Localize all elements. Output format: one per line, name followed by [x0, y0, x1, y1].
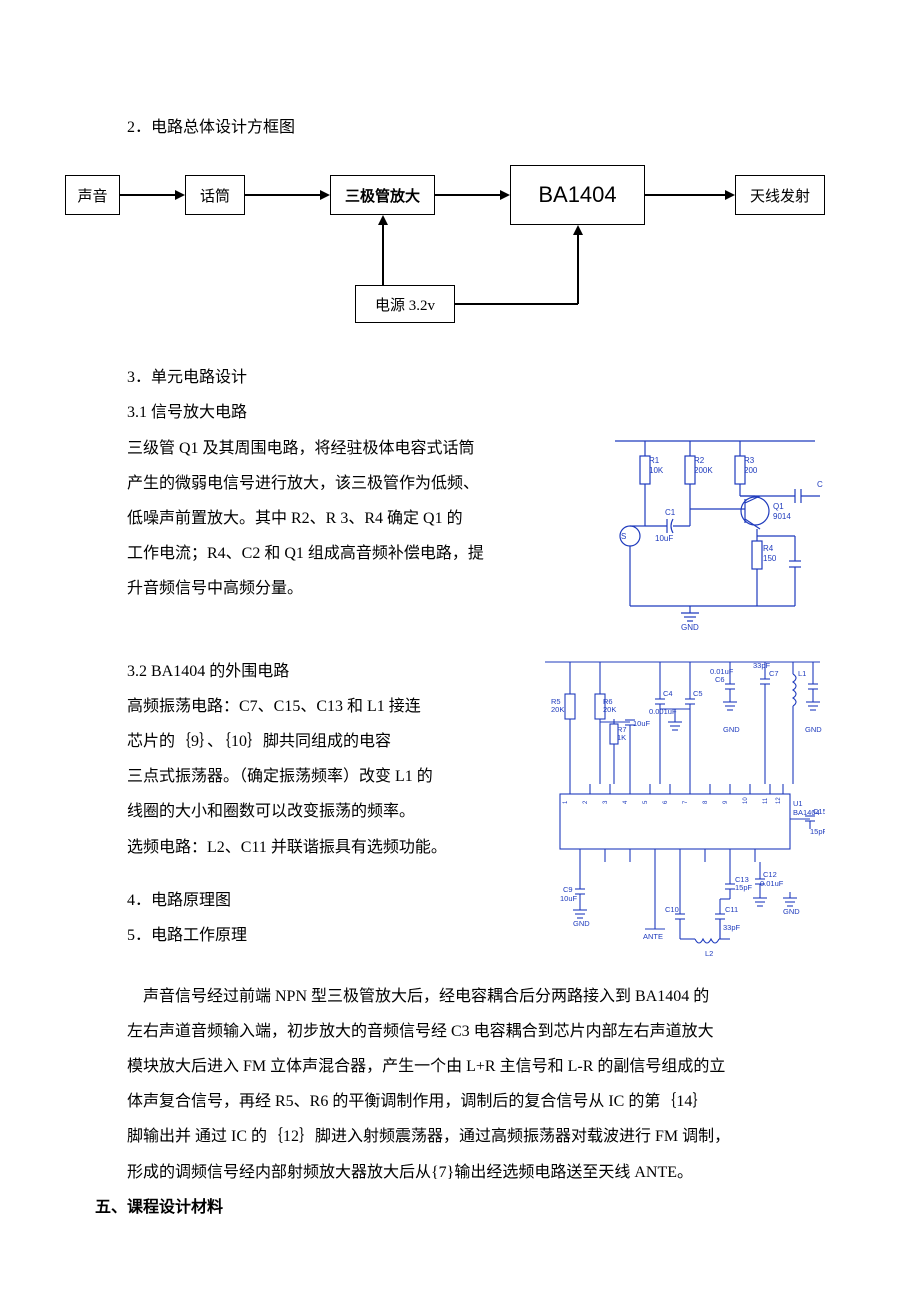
s3-2-line: 芯片的｛9｝、｛10｝脚共同组成的电容 — [95, 724, 525, 759]
flowchart-node: 声音 — [65, 175, 120, 215]
flowchart-block-diagram: 声音 话筒 三极管放大 BA1404 天线发射电源 3.2v — [65, 165, 825, 335]
svg-text:C4: C4 — [663, 689, 673, 698]
svg-text:10uF: 10uF — [633, 719, 651, 728]
s3-1-line: 产生的微弱电信号进行放大，该三极管作为低频、 — [95, 466, 585, 501]
section-3-1-title: 3.1 信号放大电路 — [95, 395, 825, 430]
svg-text:C1: C1 — [665, 508, 676, 517]
svg-text:0.01uF: 0.01uF — [760, 879, 784, 888]
s3-2-line: 选频电路：L2、C11 并联谐振具有选频功能。 — [95, 830, 525, 865]
svg-text:L1: L1 — [798, 669, 806, 678]
svg-text:150: 150 — [763, 554, 777, 563]
svg-text:10uF: 10uF — [560, 894, 578, 903]
svg-text:S: S — [621, 532, 626, 541]
svg-text:GND: GND — [681, 623, 699, 631]
svg-text:Q1: Q1 — [773, 502, 784, 511]
svg-text:0.001uF: 0.001uF — [649, 707, 677, 716]
section-2-title: 2．电路总体设计方框图 — [95, 110, 825, 145]
svg-text:33pF: 33pF — [753, 661, 771, 670]
svg-text:9: 9 — [723, 800, 729, 804]
s3-1-line: 三级管 Q1 及其周围电路，将经驻极体电容式话筒 — [95, 431, 585, 466]
svg-text:2: 2 — [583, 800, 589, 804]
svg-text:C11: C11 — [725, 905, 738, 914]
s5-line: 声音信号经过前端 NPN 型三极管放大后，经电容耦合后分两路接入到 BA1404… — [95, 979, 825, 1014]
s5-line: 左右声道音频输入端，初步放大的音频信号经 C3 电容耦合到芯片内部左右声道放大 — [95, 1014, 825, 1049]
flowchart-node: 话筒 — [185, 175, 245, 215]
svg-text:0.01uF: 0.01uF — [710, 667, 734, 676]
svg-text:11: 11 — [763, 797, 769, 804]
svg-text:5: 5 — [643, 800, 649, 804]
svg-text:C10: C10 — [665, 905, 679, 914]
svg-text:R3: R3 — [744, 456, 755, 465]
s3-2-line: 高频振荡电路：C7、C15、C13 和 L1 接连 — [95, 689, 525, 724]
flowchart-node: 三极管放大 — [330, 175, 435, 215]
svg-text:12: 12 — [776, 796, 782, 803]
svg-text:C12: C12 — [763, 870, 777, 879]
circuit-diagram-amplifier: R110K R2200K R3200 C1 10uF Q19014 R4150 S… — [595, 431, 825, 636]
s5-line: 脚输出并 通过 IC 的｛12｝脚进入射频震荡器，通过高频振荡器对载波进行 FM… — [95, 1119, 825, 1154]
s3-1-line: 工作电流；R4、C2 和 Q1 组成高音频补偿电路，提 — [95, 536, 585, 571]
svg-text:9014: 9014 — [773, 512, 791, 521]
svg-text:C9: C9 — [563, 885, 573, 894]
flowchart-node: 电源 3.2v — [355, 285, 455, 323]
svg-text:6: 6 — [663, 800, 669, 804]
svg-text:1: 1 — [563, 800, 569, 804]
svg-text:GND: GND — [723, 725, 740, 734]
circuit-diagram-ba1404: R520K R620K R71K 10uF C40.001uF C5 C60.0… — [535, 654, 825, 979]
s3-2-line: 线圈的大小和圈数可以改变振荡的频率。 — [95, 794, 525, 829]
svg-text:10: 10 — [743, 796, 749, 803]
s5-line: 体声复合信号，再经 R5、R6 的平衡调制作用，调制后的复合信号从 IC 的第｛… — [95, 1084, 825, 1119]
s3-2-line: 三点式振荡器。（确定振荡频率）改变 L1 的 — [95, 759, 525, 794]
s3-1-line: 低噪声前置放大。其中 R2、R 3、R4 确定 Q1 的 — [95, 501, 585, 536]
svg-text:C7: C7 — [769, 669, 779, 678]
s5-line: 形成的调频信号经内部射频放大器放大后从{7}输出经选频电路送至天线 ANTE。 — [95, 1155, 825, 1190]
svg-text:1K: 1K — [617, 733, 626, 742]
svg-text:4: 4 — [623, 800, 629, 804]
svg-text:33pF: 33pF — [723, 923, 741, 932]
svg-text:GND: GND — [573, 919, 590, 928]
svg-text:7: 7 — [683, 800, 689, 804]
svg-text:C5: C5 — [693, 689, 703, 698]
svg-text:20K: 20K — [603, 705, 616, 714]
svg-text:200: 200 — [744, 466, 758, 475]
svg-text:15pF: 15pF — [735, 883, 753, 892]
flowchart-node: 天线发射 — [735, 175, 825, 215]
svg-text:10uF: 10uF — [655, 534, 673, 543]
svg-text:L2: L2 — [705, 949, 713, 958]
section-3-title: 3．单元电路设计 — [95, 360, 825, 395]
s3-1-line: 升音频信号中高频分量。 — [95, 571, 585, 606]
svg-text:GND: GND — [805, 725, 822, 734]
section-4-title: 4．电路原理图 — [95, 883, 525, 918]
flowchart-node: BA1404 — [510, 165, 645, 225]
section-5-title: 5．电路工作原理 — [95, 918, 525, 953]
s5-line: 模块放大后进入 FM 立体声混合器，产生一个由 L+R 主信号和 L-R 的副信… — [95, 1049, 825, 1084]
svg-text:8: 8 — [703, 800, 709, 804]
svg-text:R1: R1 — [649, 456, 660, 465]
svg-text:C15: C15 — [813, 807, 825, 816]
svg-text:200K: 200K — [694, 466, 713, 475]
svg-text:R4: R4 — [763, 544, 774, 553]
svg-text:ANTE: ANTE — [643, 932, 663, 941]
svg-text:C6: C6 — [715, 675, 725, 684]
section-3-2-title: 3.2 BA1404 的外围电路 — [95, 654, 525, 689]
svg-text:20K: 20K — [551, 705, 564, 714]
svg-text:15pF: 15pF — [810, 827, 825, 836]
svg-text:U1: U1 — [793, 799, 803, 808]
svg-text:3: 3 — [603, 800, 609, 804]
section-final-title: 五、课程设计材料 — [95, 1190, 825, 1225]
svg-text:C: C — [817, 480, 823, 489]
svg-text:GND: GND — [783, 907, 800, 916]
svg-text:10K: 10K — [649, 466, 664, 475]
svg-text:R2: R2 — [694, 456, 705, 465]
